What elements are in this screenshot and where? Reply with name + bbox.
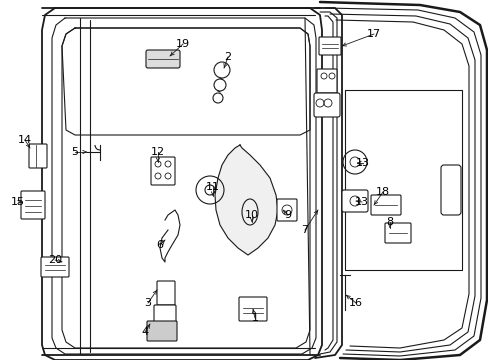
FancyBboxPatch shape	[341, 190, 367, 212]
Text: 1: 1	[251, 313, 258, 323]
Text: 4: 4	[141, 327, 148, 337]
Text: 6: 6	[156, 240, 163, 250]
FancyBboxPatch shape	[318, 37, 340, 55]
FancyBboxPatch shape	[313, 93, 339, 117]
Text: 14: 14	[18, 135, 32, 145]
Text: 20: 20	[48, 255, 62, 265]
Polygon shape	[345, 90, 461, 270]
Text: 18: 18	[375, 187, 389, 197]
Polygon shape	[62, 28, 309, 135]
Text: 19: 19	[176, 39, 190, 49]
FancyBboxPatch shape	[146, 50, 180, 68]
FancyBboxPatch shape	[147, 321, 177, 341]
FancyBboxPatch shape	[384, 223, 410, 243]
FancyBboxPatch shape	[29, 144, 47, 168]
Polygon shape	[42, 8, 321, 360]
FancyBboxPatch shape	[370, 195, 400, 215]
Text: 15: 15	[11, 197, 25, 207]
Text: 9: 9	[284, 210, 291, 220]
Text: 11: 11	[205, 182, 220, 192]
FancyBboxPatch shape	[157, 281, 175, 305]
Text: 7: 7	[301, 225, 308, 235]
FancyBboxPatch shape	[440, 165, 460, 215]
FancyBboxPatch shape	[276, 199, 296, 221]
FancyBboxPatch shape	[151, 157, 175, 185]
Text: 16: 16	[348, 298, 362, 308]
FancyBboxPatch shape	[316, 69, 336, 93]
Text: 2: 2	[224, 52, 231, 62]
Text: 12: 12	[151, 147, 165, 157]
Polygon shape	[215, 145, 278, 255]
FancyBboxPatch shape	[154, 305, 176, 323]
Text: 17: 17	[366, 29, 380, 39]
Text: 13: 13	[355, 158, 369, 168]
FancyBboxPatch shape	[21, 191, 45, 219]
FancyBboxPatch shape	[239, 297, 266, 321]
Text: 10: 10	[244, 210, 259, 220]
Text: 5: 5	[71, 147, 79, 157]
Text: 13: 13	[354, 197, 368, 207]
FancyBboxPatch shape	[41, 257, 69, 277]
Text: 8: 8	[386, 217, 393, 227]
Text: 3: 3	[144, 298, 151, 308]
